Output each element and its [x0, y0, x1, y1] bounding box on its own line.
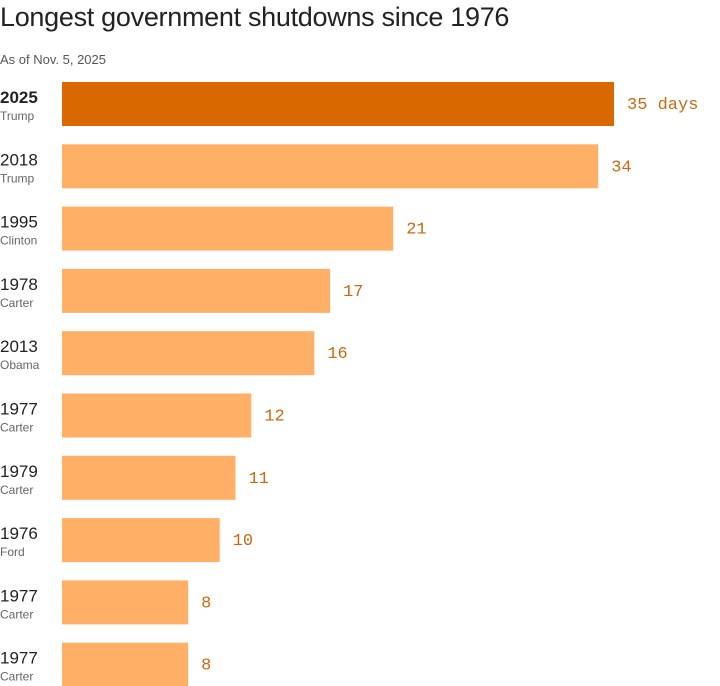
year-label: 1978	[0, 275, 38, 294]
value-label: 11	[248, 470, 268, 489]
bar-2018	[62, 144, 599, 189]
president-label: Obama	[0, 358, 40, 372]
president-label: Ford	[0, 545, 25, 559]
bar-1977	[62, 580, 189, 625]
value-label: 8	[201, 657, 211, 676]
year-label: 2013	[0, 337, 38, 356]
year-label: 1977	[0, 400, 38, 419]
value-label: 21	[406, 221, 426, 240]
value-label: 8	[201, 594, 211, 613]
president-label: Carter	[0, 296, 33, 310]
year-label: 1977	[0, 649, 38, 668]
value-label: 34	[611, 158, 631, 177]
bar-1979	[62, 455, 236, 500]
value-label: 10	[233, 532, 253, 551]
year-label: 1979	[0, 462, 38, 481]
year-label: 2025	[0, 88, 38, 107]
year-label: 2018	[0, 150, 38, 169]
president-label: Trump	[0, 171, 35, 185]
bar-1978	[62, 268, 331, 313]
president-label: Clinton	[0, 234, 37, 248]
president-label: Carter	[0, 670, 33, 684]
value-label: 35 days	[627, 96, 698, 115]
value-label: 17	[343, 283, 363, 302]
bar-1976	[62, 518, 220, 563]
bar-1995	[62, 206, 394, 251]
bar-2025	[62, 82, 614, 126]
president-label: Carter	[0, 421, 33, 435]
chart-title: Longest government shutdowns since 1976	[0, 2, 510, 32]
bar-1977	[62, 642, 189, 686]
president-label: Carter	[0, 607, 33, 621]
year-label: 1976	[0, 524, 38, 543]
year-label: 1995	[0, 213, 38, 232]
bar-1977	[62, 393, 252, 438]
value-label: 16	[327, 345, 347, 364]
president-label: Carter	[0, 483, 33, 497]
chart-subtitle: As of Nov. 5, 2025	[0, 52, 106, 67]
value-label: 12	[264, 408, 284, 427]
year-label: 1977	[0, 586, 38, 605]
president-label: Trump	[0, 109, 35, 123]
bar-2013	[62, 331, 315, 376]
